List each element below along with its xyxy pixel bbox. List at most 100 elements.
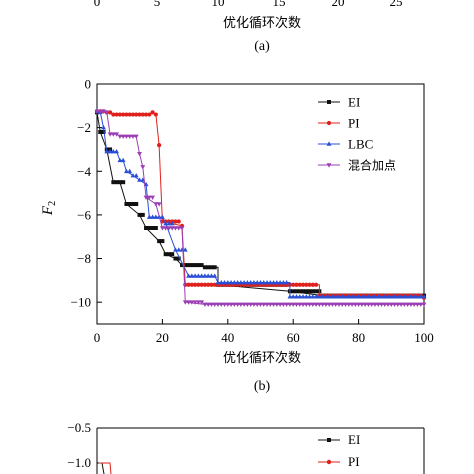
series-0-point xyxy=(140,212,145,217)
series-1-line xyxy=(96,110,425,299)
panel-a-caption: (a) xyxy=(254,39,270,54)
legend-label: LBC xyxy=(348,137,373,152)
series-0-point xyxy=(183,263,188,268)
series-1-point xyxy=(117,112,122,117)
series-3-point xyxy=(356,302,361,307)
y-axis-label-base: F xyxy=(40,205,56,216)
series-3-point xyxy=(284,302,290,307)
series-3-point xyxy=(235,302,241,307)
series-0-line xyxy=(96,112,424,297)
panel-a-x-tick-4: 20 xyxy=(332,0,345,9)
series-3-point xyxy=(352,302,358,307)
series-3-point xyxy=(274,302,280,307)
series-3-point xyxy=(307,302,312,307)
panel-c-y-tick-0: −0.5 xyxy=(67,420,91,435)
panel-c-legend-marker-pi xyxy=(326,459,332,465)
series-3-point xyxy=(241,302,247,307)
series-1-point xyxy=(107,110,113,115)
series-1-point xyxy=(212,282,217,287)
series-3-point xyxy=(333,302,339,307)
legend-label: PI xyxy=(348,116,360,131)
series-2-point xyxy=(222,279,227,285)
legend-marker xyxy=(326,163,332,168)
series-2-point xyxy=(264,279,270,285)
series-1-point xyxy=(189,282,194,287)
series-2-point xyxy=(173,247,178,252)
series-0-point xyxy=(206,265,211,270)
series-1-point xyxy=(153,112,158,117)
series-1-point xyxy=(196,282,201,287)
series-3-point xyxy=(323,302,329,307)
series-3-point xyxy=(401,302,407,307)
series-0-point xyxy=(294,289,299,294)
series-2-point xyxy=(392,294,397,299)
series-2-point xyxy=(388,294,394,299)
legend-marker xyxy=(327,100,331,104)
series-2-point xyxy=(379,294,384,299)
series-3-point xyxy=(408,302,414,307)
series-1-point xyxy=(206,282,211,287)
series-3-point xyxy=(199,300,205,305)
series-3-point xyxy=(379,302,384,307)
series-2-point xyxy=(307,294,312,299)
series-3-point xyxy=(94,109,100,114)
series-0-group xyxy=(95,110,426,298)
series-2-point xyxy=(290,294,296,299)
series-0-point xyxy=(163,252,168,257)
series-0-point xyxy=(170,252,175,257)
series-2-point xyxy=(326,294,332,299)
series-2-point xyxy=(303,294,309,299)
series-2-point xyxy=(130,173,136,178)
series-1-point xyxy=(127,112,132,117)
series-2-point xyxy=(254,279,260,285)
series-1-point xyxy=(137,112,142,117)
series-3-point xyxy=(195,300,201,305)
series-3-point xyxy=(130,134,136,139)
legend: EI PI LBC 混合加点 xyxy=(318,95,396,173)
series-1-point xyxy=(114,112,119,117)
series-2-point xyxy=(235,279,241,285)
panel-c-series-ei xyxy=(98,462,105,474)
series-0-point xyxy=(310,289,315,294)
series-3-point xyxy=(160,226,165,231)
series-2-point xyxy=(248,279,254,285)
series-3-point xyxy=(173,226,178,231)
series-3-point xyxy=(359,302,365,307)
panel-c-legend: EI PI xyxy=(318,432,360,469)
series-3-point xyxy=(320,302,326,307)
panel-b-caption: (b) xyxy=(254,379,271,394)
series-3-point xyxy=(405,302,411,307)
series-1-point xyxy=(150,110,155,115)
series-2-point xyxy=(231,279,237,285)
series-3-point xyxy=(137,152,142,157)
series-3-point xyxy=(176,226,182,231)
series-3-point xyxy=(388,302,394,307)
series-3-point xyxy=(418,302,424,307)
series-2-point xyxy=(398,294,404,299)
series-0-point xyxy=(144,226,149,230)
series-3-point xyxy=(316,302,322,307)
series-3-point xyxy=(212,302,218,307)
series-3-point xyxy=(218,302,224,307)
series-0-point xyxy=(173,256,178,261)
series-1-point xyxy=(143,112,149,117)
series-3-point xyxy=(251,302,257,307)
series-3-point xyxy=(202,302,208,307)
series-2-point xyxy=(280,279,286,285)
series-1-point xyxy=(291,282,296,287)
series-3-point xyxy=(280,302,286,307)
series-3-point xyxy=(127,134,133,139)
series-2-point xyxy=(316,294,322,299)
series-3-point xyxy=(343,302,348,307)
series-3-point xyxy=(369,302,375,307)
series-2-point xyxy=(166,221,172,226)
series-2-point xyxy=(362,294,368,299)
series-3-point xyxy=(231,302,237,307)
panel-a: 0 5 10 15 20 25 优化循环次数 (a) xyxy=(94,0,403,54)
series-3-point xyxy=(140,165,146,170)
x-tick-label: 60 xyxy=(287,330,300,345)
series-2-point xyxy=(195,273,201,278)
series-0-point xyxy=(212,265,217,270)
series-2-point xyxy=(212,273,218,278)
series-3-point xyxy=(163,226,169,231)
